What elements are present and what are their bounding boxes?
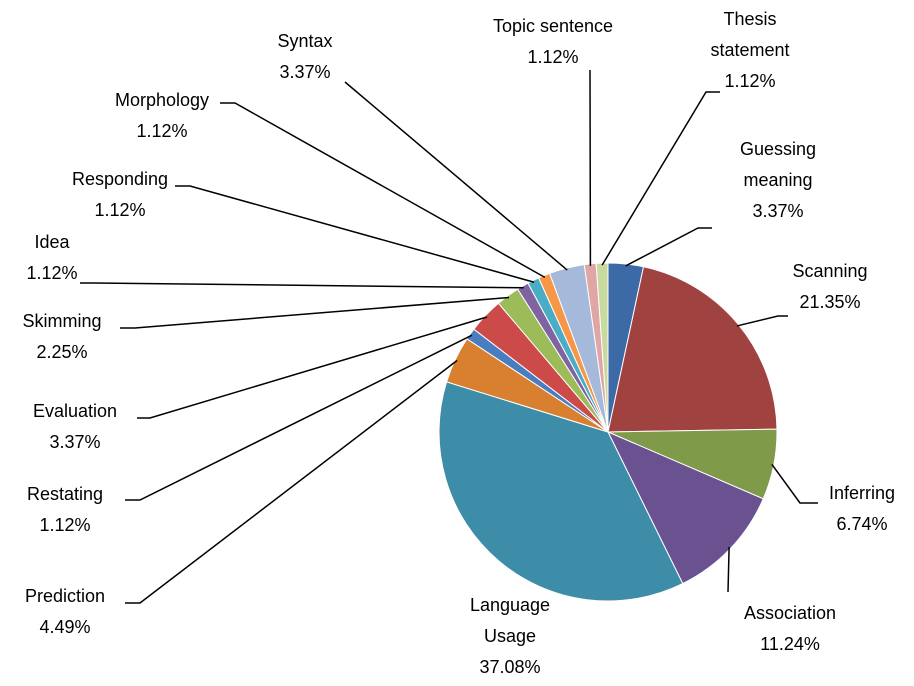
category-label: Prediction <box>25 586 105 606</box>
leader-line <box>771 463 818 504</box>
category-label: Scanning <box>792 261 867 281</box>
value-label: 3.37% <box>752 201 803 221</box>
category-label: Restating <box>27 484 103 504</box>
value-label: 1.12% <box>527 47 578 67</box>
category-label: Idea <box>34 232 70 252</box>
category-label: Evaluation <box>33 401 117 421</box>
category-label: Skimming <box>22 311 101 331</box>
leader-line <box>80 282 524 289</box>
category-label: Topic sentence <box>493 16 613 36</box>
value-label: 4.49% <box>39 617 90 637</box>
category-label: Inferring <box>829 483 895 503</box>
pie-slice <box>438 381 684 602</box>
leader-line <box>125 334 473 501</box>
leader-line <box>175 185 535 283</box>
value-label: 6.74% <box>836 514 887 534</box>
leader-line <box>625 227 712 267</box>
category-label: Association <box>744 603 836 623</box>
leader-line <box>125 359 458 604</box>
value-label: 21.35% <box>799 292 860 312</box>
category-label: Guessing meaning <box>740 139 816 190</box>
value-label: 2.25% <box>36 342 87 362</box>
leader-line <box>601 91 720 266</box>
category-label: Thesis statement <box>710 9 789 60</box>
leader-line <box>120 296 510 329</box>
value-label: 1.12% <box>94 200 145 220</box>
leader-line <box>736 315 788 327</box>
category-label: Language Usage <box>470 595 550 646</box>
value-label: 3.37% <box>49 432 100 452</box>
leader-line <box>344 81 568 271</box>
leader-line <box>727 546 730 593</box>
value-label: 1.12% <box>39 515 90 535</box>
leader-line <box>137 316 488 419</box>
value-label: 37.08% <box>479 657 540 677</box>
value-label: 1.12% <box>136 121 187 141</box>
pie-slice <box>595 262 609 433</box>
value-label: 11.24% <box>760 634 820 654</box>
category-label: Responding <box>72 169 168 189</box>
category-label: Syntax <box>277 31 332 51</box>
value-label: 3.37% <box>279 62 330 82</box>
leader-line <box>220 102 546 279</box>
value-label: 1.12% <box>724 71 775 91</box>
category-label: Morphology <box>115 90 209 110</box>
value-label: 1.12% <box>26 263 77 283</box>
pie-slice <box>606 431 764 585</box>
pie-slice <box>607 266 778 433</box>
